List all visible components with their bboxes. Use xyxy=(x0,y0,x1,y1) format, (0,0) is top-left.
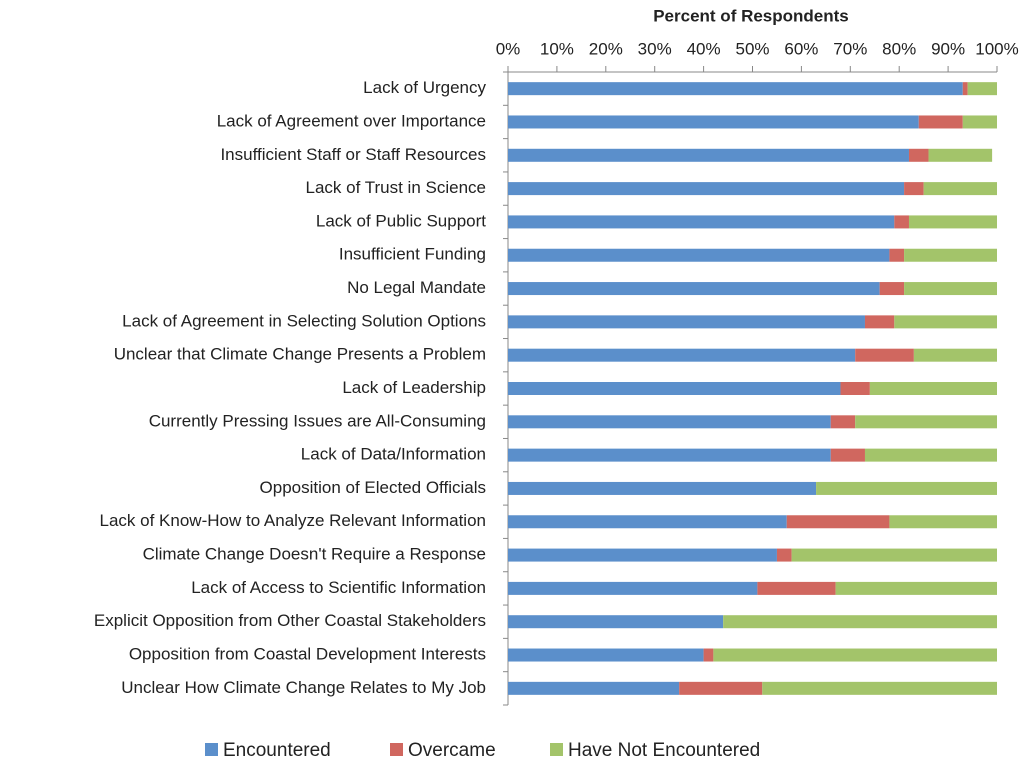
bar-segment xyxy=(776,548,792,562)
bar-segment xyxy=(508,148,909,162)
bar-segment xyxy=(508,248,890,262)
bar-segment xyxy=(508,515,787,529)
y-tick-label: Lack of Access to Scientific Information xyxy=(191,578,486,597)
bar-segment xyxy=(816,481,997,495)
x-tick-label: 60% xyxy=(784,39,818,58)
bar-segment xyxy=(962,82,968,96)
bar-segment xyxy=(762,681,997,695)
y-tick-label: Climate Change Doesn't Require a Respons… xyxy=(143,545,486,564)
bar-segment xyxy=(904,248,997,262)
chart-title: Percent of Respondents xyxy=(653,6,849,25)
bar-segment xyxy=(855,415,997,429)
bar-segment xyxy=(508,315,865,329)
bar-segment xyxy=(508,282,880,296)
y-tick-label: Currently Pressing Issues are All-Consum… xyxy=(149,411,486,430)
bar-segment xyxy=(967,82,997,96)
y-tick-label: Insufficient Funding xyxy=(339,245,486,264)
bar-segment xyxy=(508,648,704,662)
bar-segment xyxy=(889,248,905,262)
bar-segment xyxy=(918,115,963,129)
legend-swatch xyxy=(550,743,563,756)
x-tick-label: 30% xyxy=(638,39,672,58)
legend-label: Have Not Encountered xyxy=(568,740,760,761)
bar-segment xyxy=(508,348,856,362)
bar-segment xyxy=(904,182,924,196)
y-tick-label: Unclear that Climate Change Presents a P… xyxy=(114,345,486,364)
bar-segment xyxy=(723,615,997,629)
y-tick-label: Lack of Leadership xyxy=(342,378,486,397)
bar-segment xyxy=(962,115,997,129)
y-tick-label: Lack of Agreement over Importance xyxy=(217,111,486,130)
bar-segment xyxy=(864,315,895,329)
bar-segment xyxy=(508,415,831,429)
bar-segment xyxy=(908,148,929,162)
y-tick-label: Lack of Agreement in Selecting Solution … xyxy=(122,311,486,330)
bar-segment xyxy=(928,148,993,162)
y-tick-label: Insufficient Staff or Staff Resources xyxy=(220,145,486,164)
bar-segment xyxy=(679,681,763,695)
legend-label: Overcame xyxy=(408,740,496,761)
x-tick-label: 40% xyxy=(687,39,721,58)
y-tick-label: Lack of Trust in Science xyxy=(306,178,486,197)
bar-segment xyxy=(894,315,997,329)
bar-segment xyxy=(904,282,997,296)
y-tick-label: Lack of Know-How to Analyze Relevant Inf… xyxy=(100,511,486,530)
bar-segment xyxy=(855,348,914,362)
legend-swatch xyxy=(205,743,218,756)
bar-segment xyxy=(830,448,865,462)
bar-segment xyxy=(830,415,856,429)
y-tick-label: Opposition from Coastal Development Inte… xyxy=(129,645,486,664)
y-tick-label: No Legal Mandate xyxy=(347,278,486,297)
bar-segment xyxy=(508,548,777,562)
bar-segment xyxy=(508,82,963,96)
bar-segment xyxy=(508,481,817,495)
legend-label: Encountered xyxy=(223,740,331,761)
y-tick-label: Opposition of Elected Officials xyxy=(260,478,486,497)
y-tick-label: Unclear How Climate Change Relates to My… xyxy=(121,678,486,697)
bar-segment xyxy=(508,581,758,595)
legend-swatch xyxy=(390,743,403,756)
bar-segment xyxy=(913,348,997,362)
x-tick-label: 50% xyxy=(735,39,769,58)
x-tick-label: 90% xyxy=(931,39,965,58)
bar-segment xyxy=(757,581,836,595)
x-tick-label: 10% xyxy=(540,39,574,58)
bar-segment xyxy=(889,515,997,529)
y-tick-label: Lack of Public Support xyxy=(316,211,486,230)
bar-segment xyxy=(923,182,997,196)
bar-segment xyxy=(835,581,997,595)
bar-segment xyxy=(791,548,997,562)
bar-segment xyxy=(840,382,870,395)
bar-segment xyxy=(508,681,680,695)
bar-segment xyxy=(508,182,905,196)
x-tick-label: 0% xyxy=(496,39,521,58)
bar-segment xyxy=(786,515,890,529)
x-tick-label: 70% xyxy=(833,39,867,58)
bar-segment xyxy=(894,215,909,229)
x-tick-label: 20% xyxy=(589,39,623,58)
bar-segment xyxy=(869,382,997,395)
bar-segment xyxy=(703,648,714,662)
bar-segment xyxy=(508,448,831,462)
bar-segment xyxy=(864,448,997,462)
bar-segment xyxy=(713,648,997,662)
bar-segment xyxy=(508,215,895,229)
x-tick-label: 100% xyxy=(975,39,1018,58)
x-tick-label: 80% xyxy=(882,39,916,58)
y-tick-label: Explicit Opposition from Other Coastal S… xyxy=(94,611,486,630)
bar-segment xyxy=(508,382,841,395)
bar-segment xyxy=(508,615,724,629)
y-tick-label: Lack of Data/Information xyxy=(301,445,486,464)
y-tick-label: Lack of Urgency xyxy=(363,78,486,97)
bar-segment xyxy=(508,115,919,129)
bar-segment xyxy=(879,282,905,296)
bar-segment xyxy=(908,215,997,229)
